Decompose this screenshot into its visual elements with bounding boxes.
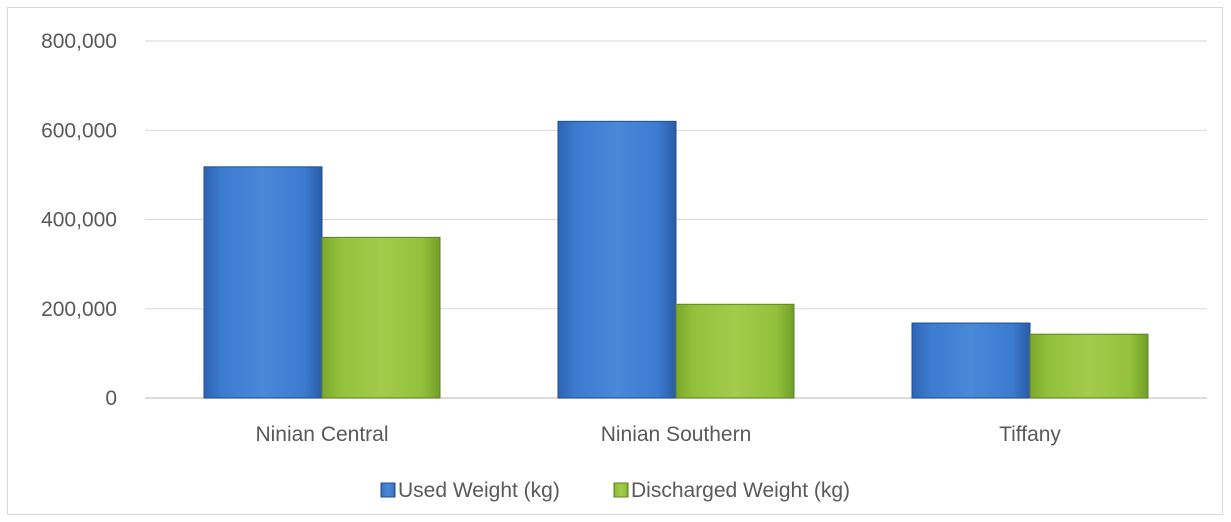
bar-used-weight: [203, 166, 323, 399]
bar-used-weight: [557, 120, 677, 399]
bar-discharged-weight: [675, 303, 795, 399]
y-axis: 0 200,000 400,000 600,000 800,000: [41, 30, 117, 410]
legend-swatch: [380, 482, 396, 498]
bar-discharged-weight: [1029, 333, 1149, 399]
x-tick-label: Ninian Central: [255, 423, 388, 446]
bars: [203, 120, 1149, 399]
legend: Used Weight (kg) Discharged Weight (kg): [380, 479, 850, 502]
y-tick-label: 400,000: [41, 209, 117, 232]
y-tick-label: 600,000: [41, 119, 117, 142]
bar-used-weight: [911, 322, 1031, 399]
legend-label: Used Weight (kg): [398, 479, 560, 502]
x-tick-label: Ninian Southern: [601, 423, 752, 446]
y-tick-label: 200,000: [41, 298, 117, 321]
legend-label: Discharged Weight (kg): [631, 479, 850, 502]
legend-swatch: [613, 482, 629, 498]
x-tick-label: Tiffany: [999, 423, 1061, 446]
y-tick-label: 800,000: [41, 30, 117, 53]
bar-discharged-weight: [321, 236, 441, 399]
x-axis: Ninian Central Ninian Southern Tiffany: [255, 423, 1061, 446]
y-tick-label: 0: [105, 387, 117, 410]
